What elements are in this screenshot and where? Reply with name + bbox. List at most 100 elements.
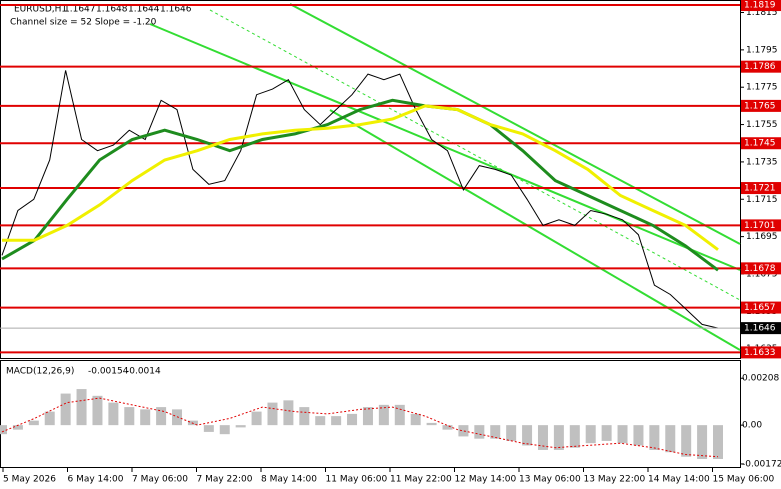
macd-bar: [410, 413, 421, 426]
macd-bar: [76, 389, 87, 426]
y-tick-label: 1.1815: [746, 8, 778, 18]
macd-bar: [713, 425, 723, 459]
macd-bar: [458, 425, 469, 437]
level-label-box: [741, 99, 781, 112]
macd-bar: [251, 411, 262, 426]
macd-bar: [537, 425, 548, 450]
level-label: 1.1765: [744, 101, 776, 111]
channel-info: Channel size = 52 Slope = -1.20: [10, 18, 157, 28]
x-tick-label: 12 May 14:00: [455, 475, 517, 485]
macd-bar: [92, 395, 103, 426]
macd-pane: [0, 360, 741, 468]
macd-bar: [665, 425, 676, 453]
y-tick-label: 1.1715: [746, 195, 778, 205]
level-label: 1.1745: [744, 139, 776, 149]
y-tick-label: -0.00172: [742, 459, 781, 469]
macd-bar: [506, 425, 517, 441]
macd-bar: [283, 400, 294, 426]
macd-bar: [394, 404, 405, 426]
level-label: 1.1678: [744, 264, 776, 274]
macd-bar: [299, 407, 310, 426]
level-label-box: [741, 137, 781, 150]
x-tick-label: 13 May 06:00: [519, 475, 581, 485]
level-label: 1.1701: [744, 221, 776, 231]
channel-line: [149, 23, 741, 271]
level-label: 1.1721: [744, 184, 776, 194]
level-label: 1.1786: [744, 62, 776, 72]
x-tick-label: 14 May 14:00: [648, 475, 710, 485]
y-tick-label: 1.1755: [746, 120, 778, 130]
header-quote: 1.1646: [160, 5, 192, 15]
macd-readout: -0.0014: [126, 367, 161, 377]
macd-bar: [28, 420, 39, 426]
x-tick-label: 11 May 06:00: [326, 475, 388, 485]
y-tick-label: 1.1735: [746, 157, 778, 167]
macd-bar: [490, 425, 501, 439]
channel-line: [289, 3, 741, 245]
macd-bar: [585, 425, 596, 444]
x-tick-label: 13 May 22:00: [584, 475, 646, 485]
level-label-box: [741, 219, 781, 232]
y-tick-label: 1.1775: [746, 83, 778, 93]
signal-line: [1, 397, 719, 458]
macd-bar: [362, 407, 373, 426]
macd-bar: [235, 425, 246, 428]
macd-bar: [140, 409, 151, 426]
price-line: [2, 104, 719, 251]
y-tick-label: 1.1675: [746, 269, 778, 279]
level-label-box: [741, 0, 781, 12]
macd-bar: [0, 425, 7, 435]
macd-bar: [553, 425, 564, 450]
x-tick-label: 6 May 14:00: [68, 475, 124, 485]
macd-bar: [124, 407, 135, 426]
macd-bar: [203, 425, 214, 432]
price-line: [1, 98, 719, 272]
macd-bar: [60, 393, 71, 426]
last-price-box: [741, 322, 781, 335]
x-tick-label: 15 May 06:00: [713, 475, 775, 485]
macd-bar: [267, 402, 278, 426]
macd-bar: [426, 422, 437, 426]
macd-bar: [681, 425, 692, 457]
macd-bar: [315, 416, 326, 426]
level-label-box: [741, 182, 781, 195]
macd-bar: [442, 425, 453, 430]
level-label: 1.1633: [744, 348, 776, 358]
level-label-box: [741, 346, 781, 359]
macd-bar: [331, 416, 342, 426]
macd-bar: [378, 404, 389, 426]
macd-bar: [12, 425, 23, 430]
channel-mid: [209, 9, 741, 301]
macd-bar: [156, 407, 167, 426]
x-tick-label: 7 May 06:00: [132, 475, 188, 485]
header-quote: 1.1644: [128, 5, 160, 15]
main-pane: [0, 0, 741, 359]
macd-bar: [44, 411, 55, 426]
x-tick-label: 7 May 22:00: [197, 475, 253, 485]
header-symbol: EURUSD,H1: [14, 5, 67, 15]
y-tick-label: 1.1695: [746, 232, 778, 242]
level-label-box: [741, 301, 781, 314]
level-label: 1.1657: [744, 303, 776, 313]
y-tick-label: 0.00: [742, 421, 762, 431]
macd-bar: [108, 402, 119, 426]
macd-bar: [633, 425, 644, 446]
header-quote: 1.1647: [64, 5, 96, 15]
macd-bar: [474, 425, 485, 439]
macd-bar: [219, 425, 230, 435]
last-price-label: 1.1646: [744, 324, 776, 334]
macd-bar: [172, 409, 183, 426]
x-tick-label: 5 May 2026: [3, 475, 56, 485]
level-label-box: [741, 262, 781, 275]
level-label: 1.1819: [744, 1, 776, 11]
price-line: [1, 70, 719, 329]
y-tick-label: 1.1795: [746, 45, 778, 55]
macd-bar: [347, 413, 358, 426]
macd-title: MACD(12,26,9): [6, 367, 74, 377]
macd-bar: [617, 425, 628, 444]
macd-bar: [649, 425, 660, 450]
y-tick-label: 0.00208: [742, 374, 779, 384]
x-tick-label: 11 May 22:00: [390, 475, 452, 485]
x-tick-label: 8 May 14:00: [261, 475, 317, 485]
